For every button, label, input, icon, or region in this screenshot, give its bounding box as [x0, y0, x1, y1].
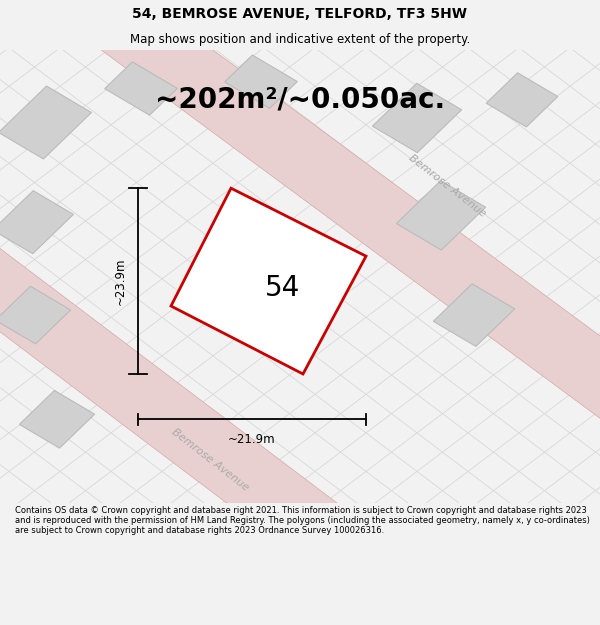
Text: Contains OS data © Crown copyright and database right 2021. This information is : Contains OS data © Crown copyright and d… [15, 506, 590, 536]
Polygon shape [224, 55, 298, 108]
Text: Bemrose Avenue: Bemrose Avenue [407, 152, 487, 219]
Text: ~21.9m: ~21.9m [228, 433, 276, 446]
Polygon shape [486, 72, 558, 127]
Polygon shape [0, 191, 73, 254]
Polygon shape [171, 188, 366, 374]
Polygon shape [0, 201, 400, 592]
Polygon shape [397, 181, 485, 250]
Polygon shape [373, 83, 461, 152]
Text: 54, BEMROSE AVENUE, TELFORD, TF3 5HW: 54, BEMROSE AVENUE, TELFORD, TF3 5HW [133, 7, 467, 21]
Polygon shape [104, 62, 178, 115]
Text: Bemrose Avenue: Bemrose Avenue [170, 427, 250, 493]
Polygon shape [433, 284, 515, 346]
Polygon shape [0, 86, 91, 159]
Polygon shape [19, 391, 95, 448]
Text: Map shows position and indicative extent of the property.: Map shows position and indicative extent… [130, 34, 470, 46]
Polygon shape [81, 0, 600, 434]
Polygon shape [0, 286, 71, 344]
Text: ~23.9m: ~23.9m [113, 258, 127, 305]
Text: 54: 54 [265, 274, 301, 302]
Text: ~202m²/~0.050ac.: ~202m²/~0.050ac. [155, 86, 445, 114]
